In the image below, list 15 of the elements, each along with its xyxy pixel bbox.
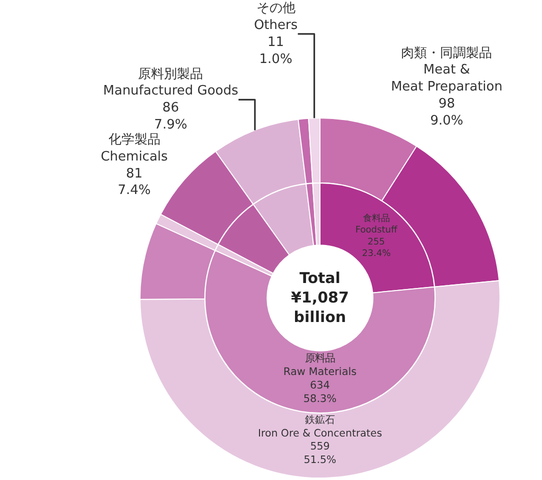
slice-label: 食料品 Foodstuff <box>355 212 398 236</box>
slice-label: 化学製品 Chemicals <box>100 132 168 164</box>
data-label: 255 23.4% <box>362 237 392 260</box>
slice-label: その他 Others <box>254 1 298 34</box>
data-label: 98 9.0% <box>430 96 464 128</box>
text: Total ¥1,087 billion <box>291 269 349 326</box>
slice-label: 肉類・同調製品 Meat & Meat Preparation <box>390 46 502 95</box>
data-label: 634 58.3% <box>303 380 337 406</box>
data-label: 559 51.5% <box>304 442 337 466</box>
slice-label: 原料別製品 Manufactured Goods <box>103 66 238 99</box>
slice-label: 原料品 Raw Materials <box>283 352 357 378</box>
slice-label: 鉄鉱石 Iron Ore & Concentrates <box>258 414 382 440</box>
data-label: 86 7.9% <box>154 100 188 133</box>
data-label: 81 7.4% <box>118 166 151 198</box>
data-label: 11 1.0% <box>259 34 292 67</box>
